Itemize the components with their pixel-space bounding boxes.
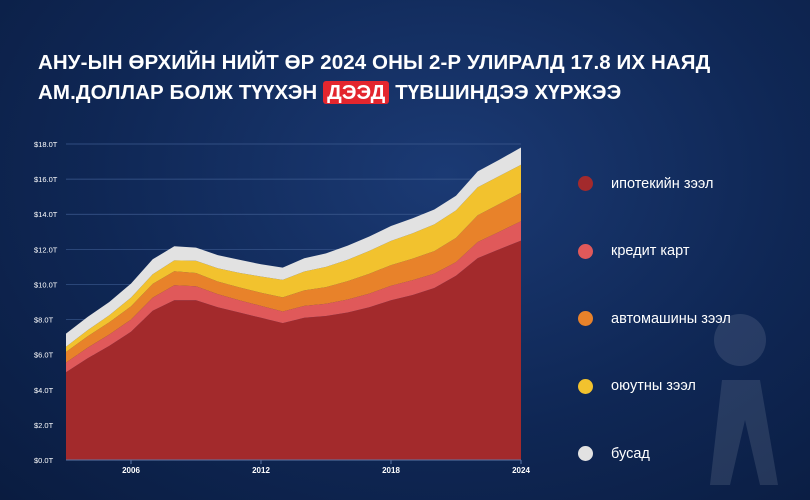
legend-label: оюутны зээл <box>611 378 696 395</box>
legend-item: автомашины зээл <box>578 285 798 353</box>
title-highlight-badge: ДЭЭД <box>323 81 390 104</box>
legend-label: кредит карт <box>611 243 690 260</box>
y-tick-label: $16.0T <box>34 175 58 184</box>
legend-item: кредит карт <box>578 218 798 286</box>
chart-legend: ипотекийн зээл кредит карт автомашины зээл… <box>578 150 798 488</box>
x-tick-label: 2006 <box>122 466 140 475</box>
area-series <box>66 147 521 460</box>
x-tick-label: 2018 <box>382 466 400 475</box>
legend-swatch <box>578 311 593 327</box>
legend-swatch <box>578 243 593 259</box>
y-tick-label: $4.0T <box>34 386 54 395</box>
title-line-1: АНУ-ЫН ӨРХИЙН НИЙТ ӨР 2024 ОНЫ 2-Р УЛИРА… <box>38 51 711 74</box>
area-ипотекийн-зээл <box>66 240 521 460</box>
y-tick-label: $6.0T <box>34 351 54 360</box>
title-line-2-end: ТҮВШИНДЭЭ ХҮРЖЭЭ <box>395 81 622 104</box>
watermark-icon <box>710 314 778 485</box>
legend-swatch <box>578 176 593 192</box>
y-tick-label: $10.0T <box>34 280 58 289</box>
y-tick-label: $14.0T <box>34 210 58 219</box>
y-tick-label: $12.0T <box>34 245 58 254</box>
legend-item: оюутны зээл <box>578 353 798 421</box>
legend-item: бусад <box>578 420 798 488</box>
legend-swatch <box>578 446 593 462</box>
title-line-2-start: АМ.ДОЛЛАР БОЛЖ ТҮҮХЭН <box>38 81 318 104</box>
legend-item: ипотекийн зээл <box>578 150 798 218</box>
axes: $0.0T $2.0T $4.0T $6.0T $8.0T $10.0T $12.0T $14… <box>34 140 530 475</box>
x-tick-label: 2012 <box>252 466 270 475</box>
y-tick-label: $0.0T <box>34 456 54 465</box>
title-line-2: АМ.ДОЛЛАР БОЛЖ ТҮҮХЭН ДЭЭД ТҮВШИНДЭЭ ХҮР… <box>38 78 798 108</box>
area-кредит-карт <box>66 221 521 373</box>
y-tick-label: $18.0T <box>34 140 58 149</box>
legend-label: автомашины зээл <box>611 310 731 327</box>
chart-title: АНУ-ЫН ӨРХИЙН НИЙТ ӨР 2024 ОНЫ 2-Р УЛИРА… <box>38 48 798 108</box>
x-tick-label: 2024 <box>512 466 530 475</box>
legend-label: бусад <box>611 445 650 462</box>
y-tick-label: $8.0T <box>34 316 54 325</box>
legend-swatch <box>578 378 593 394</box>
legend-label: ипотекийн зээл <box>611 175 714 192</box>
y-tick-label: $2.0T <box>34 421 54 430</box>
